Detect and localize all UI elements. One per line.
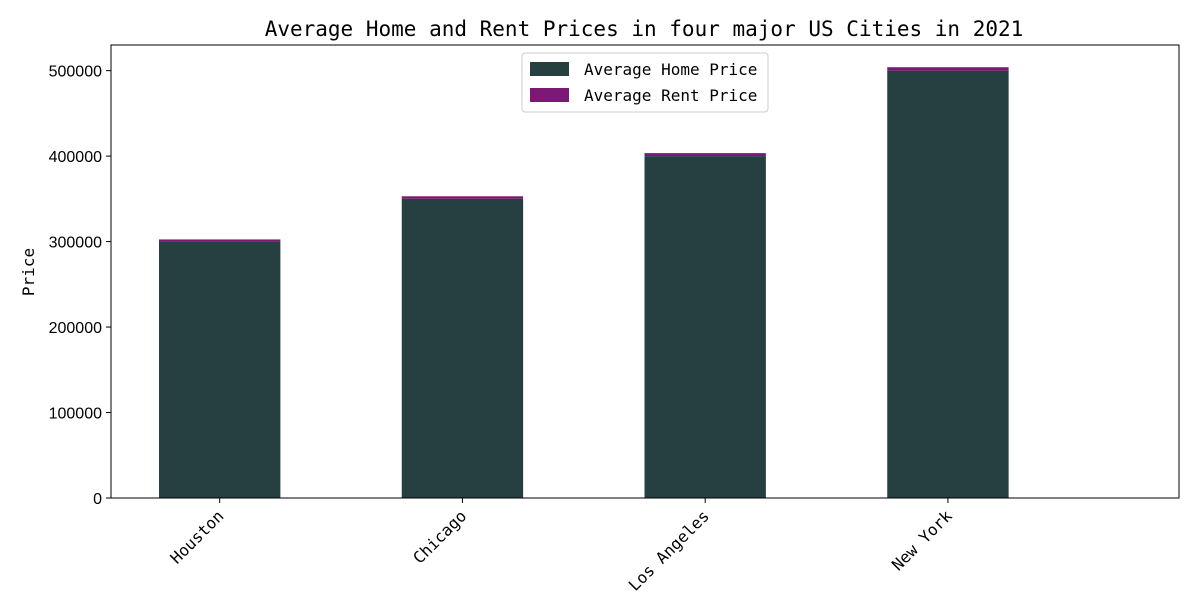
bars-layer xyxy=(159,67,1009,498)
legend-swatch-home xyxy=(530,62,569,76)
y-tick-label: 100000 xyxy=(49,406,102,423)
plot-frame xyxy=(110,44,1180,499)
y-tick-label: 500000 xyxy=(49,64,102,81)
legend-box xyxy=(521,52,769,113)
x-tick-label-new-york: New York xyxy=(888,506,956,574)
y-tick-label: 200000 xyxy=(49,320,102,337)
x-tick-label-los-angeles: Los Angeles xyxy=(625,506,713,594)
bar-rent-houston xyxy=(159,239,281,242)
bar-rent-chicago xyxy=(401,196,524,199)
legend-swatch-rent xyxy=(530,88,569,102)
y-tick-label: 0 xyxy=(93,491,102,508)
y-tick-label: 300000 xyxy=(49,235,102,252)
bar-home-chicago xyxy=(401,198,524,498)
x-tick-label-houston: Houston xyxy=(166,506,227,567)
x-tick-label-chicago: Chicago xyxy=(409,506,470,567)
bar-home-houston xyxy=(159,241,281,498)
y-axis-label: Price xyxy=(19,248,38,296)
bar-rent-new-york xyxy=(887,67,1009,71)
bar-rent-los-angeles xyxy=(644,153,766,157)
legend-label-home: Average Home Price xyxy=(584,60,757,79)
legend-label-rent: Average Rent Price xyxy=(584,86,757,105)
bar-home-new-york xyxy=(887,70,1009,498)
legend: Average Home Price Average Rent Price xyxy=(521,52,769,113)
bar-home-los-angeles xyxy=(644,156,766,498)
chart-title: Average Home and Rent Prices in four maj… xyxy=(265,17,1024,41)
y-tick-label: 400000 xyxy=(49,149,102,166)
y-axis: 0 100000 200000 300000 400000 500000 xyxy=(49,64,111,508)
x-axis: Houston Chicago Los Angeles New York xyxy=(166,498,956,595)
